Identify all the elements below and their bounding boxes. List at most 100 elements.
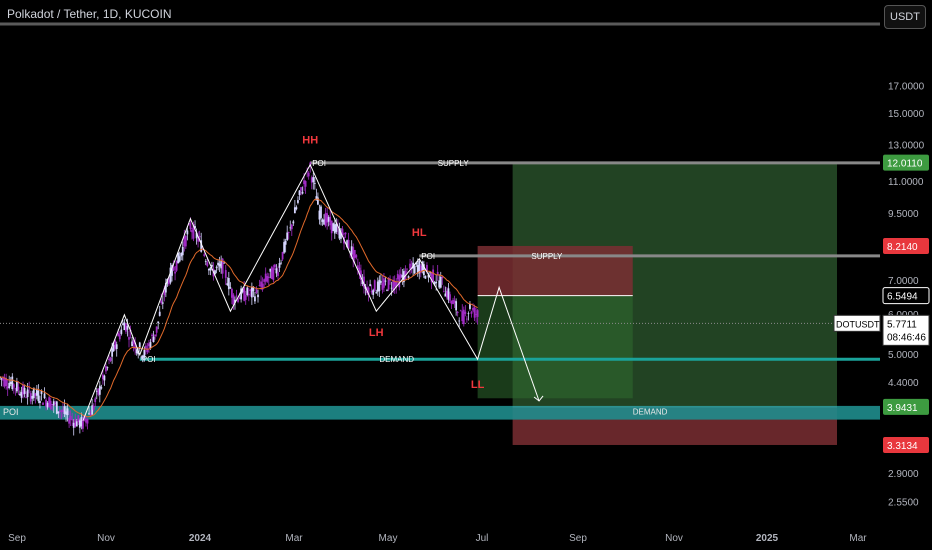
candle-body <box>55 401 58 414</box>
y-tick-label: 2.5500 <box>888 497 919 508</box>
candle-body <box>252 287 255 292</box>
candle-body <box>86 418 89 424</box>
candle-body <box>175 260 178 271</box>
candle-body <box>174 271 176 274</box>
y-tick-label: 9.5000 <box>888 209 919 220</box>
candle-body <box>353 250 356 258</box>
candle-body <box>101 374 104 380</box>
candle-body <box>194 226 196 229</box>
candle-body <box>444 293 447 297</box>
candle-body <box>441 276 444 279</box>
candle-body <box>266 276 269 282</box>
candle-body <box>158 311 161 316</box>
candle-body <box>68 417 71 424</box>
price-badge <box>883 154 929 171</box>
projection-arrowhead <box>533 395 544 402</box>
candle-body <box>324 212 327 226</box>
currency-button[interactable]: USDT <box>884 5 926 29</box>
candle-body <box>326 213 329 223</box>
candle-body <box>449 294 451 301</box>
structure-label-ll: LL <box>471 379 485 391</box>
candle-body <box>98 385 101 395</box>
candle-body <box>303 180 305 185</box>
candle-body <box>146 348 149 353</box>
candle-body <box>458 320 461 322</box>
candle-body <box>289 227 292 229</box>
candle-body <box>379 281 382 283</box>
candle-body <box>163 288 166 296</box>
y-tick-label: 13.0000 <box>888 140 925 151</box>
candle-body <box>40 391 43 395</box>
price-badge <box>883 436 929 453</box>
candle-body <box>393 280 396 287</box>
candle-body <box>114 340 117 349</box>
candle-body <box>438 280 441 288</box>
candle-body <box>254 296 256 302</box>
structure-label-hl: HL <box>412 227 427 239</box>
candle-body <box>321 219 324 222</box>
candle-body <box>363 276 365 288</box>
candle-body <box>241 289 244 293</box>
candle-body <box>45 399 47 407</box>
candle-body <box>472 307 474 311</box>
candle-body <box>395 281 398 288</box>
candle-body <box>20 392 23 398</box>
candle-body <box>155 326 158 333</box>
candle-body <box>378 279 381 292</box>
candle-body <box>403 271 405 283</box>
candle-body <box>95 390 98 392</box>
candle-body <box>232 294 235 306</box>
candle-body <box>429 272 431 274</box>
candle-body <box>240 288 243 300</box>
candle-body <box>94 398 97 403</box>
price-badge-value: 3.3134 <box>887 441 918 452</box>
candle-body <box>229 287 232 289</box>
candle-body <box>218 263 221 267</box>
price-badge-value: 3.9431 <box>887 403 918 414</box>
candle-body <box>413 266 416 274</box>
y-tick-label: 2.9000 <box>888 469 919 480</box>
x-tick-label: Sep <box>8 533 26 544</box>
candle-body <box>49 400 52 410</box>
candle-body <box>278 263 281 268</box>
candle-body <box>344 232 347 235</box>
candle-body <box>206 262 209 266</box>
candle-body <box>58 410 61 412</box>
candle-body <box>237 299 239 302</box>
candle-body <box>335 223 338 232</box>
y-tick-label: 17.0000 <box>888 82 925 93</box>
candle-body <box>470 311 473 314</box>
candle-body <box>383 278 385 288</box>
candle-body <box>465 318 468 320</box>
candle-body <box>209 267 212 271</box>
candle-body <box>200 240 203 252</box>
x-tick-label: Jul <box>476 533 489 544</box>
x-tick-label: Sep <box>569 533 587 544</box>
demand-poi-label: POI <box>142 355 156 364</box>
candle-body <box>26 389 29 398</box>
candle-body <box>71 419 74 421</box>
candle-body <box>215 266 218 268</box>
candle-body <box>108 358 110 361</box>
candle-body <box>169 267 172 283</box>
x-tick-label: 2025 <box>756 533 779 544</box>
candle-body <box>85 418 87 423</box>
ema-line <box>0 198 478 418</box>
candle-body <box>462 309 465 325</box>
candle-body <box>376 281 379 292</box>
candle-body <box>195 232 198 239</box>
candle-body <box>115 344 118 350</box>
structure-label-hh: HH <box>302 135 318 147</box>
candle-body <box>356 265 359 270</box>
candle-body <box>315 196 318 201</box>
candle-body <box>22 384 24 395</box>
short-stop-zone <box>477 245 633 296</box>
candle-body <box>373 280 376 291</box>
chart-title: Polkadot / Tether, 1D, KUCOIN <box>7 7 172 21</box>
y-tick-label: 7.0000 <box>888 276 919 287</box>
candle-body <box>3 377 6 387</box>
candle-body <box>243 287 246 301</box>
candle-body <box>426 264 428 272</box>
candle-body <box>125 323 127 332</box>
